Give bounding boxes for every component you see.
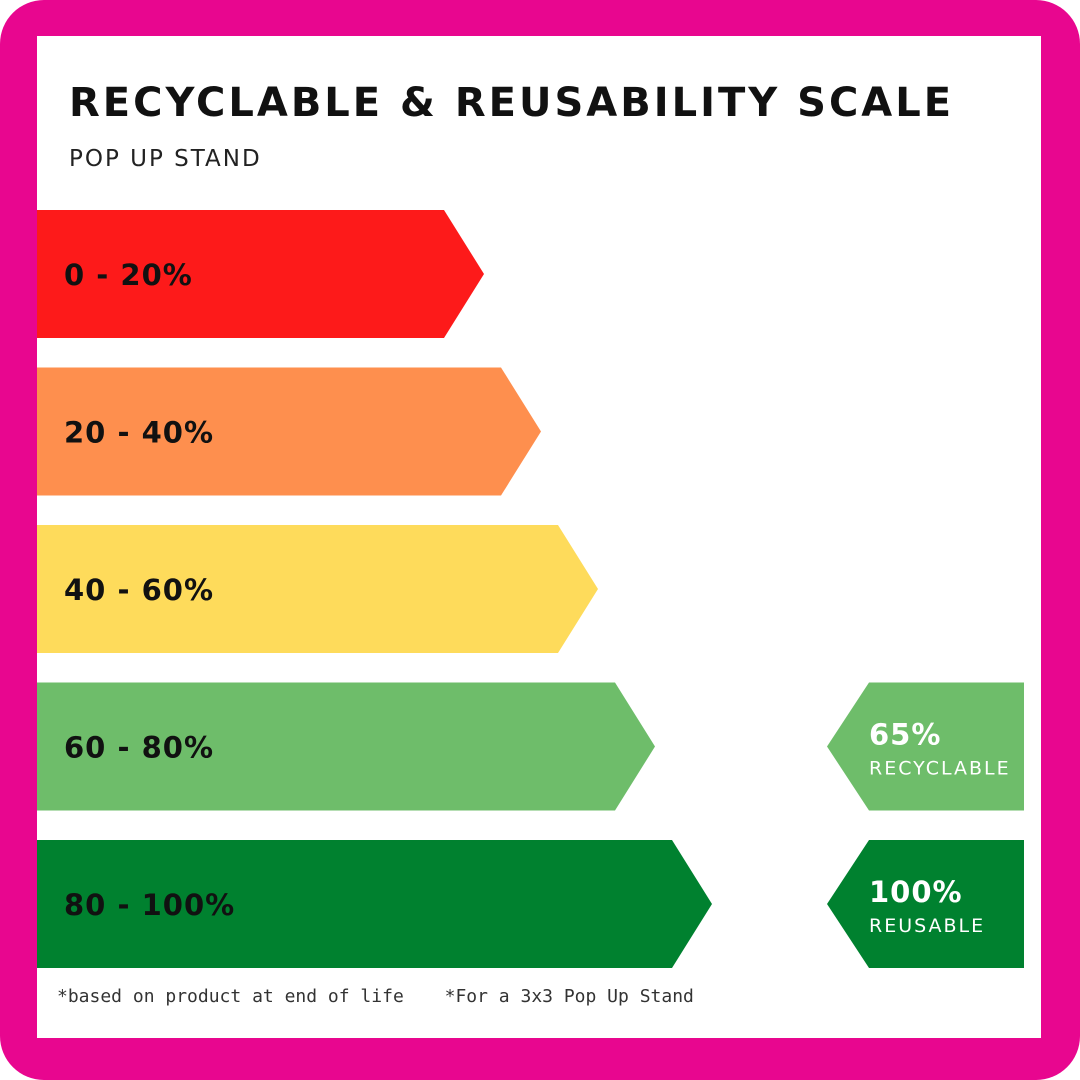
- badge-value-1: 65%: [869, 718, 941, 752]
- badge-caption-2: REUSABLE: [869, 915, 985, 937]
- scale-band-4: [37, 682, 655, 811]
- scale-card: RECYCLABLE & REUSABILITY SCALE POP UP ST…: [37, 36, 1041, 1038]
- footnote-end-of-life: *based on product at end of life: [57, 986, 404, 1007]
- badge-value-2: 100%: [869, 875, 963, 909]
- band-label-3: 40 - 60%: [64, 573, 214, 607]
- chart-subtitle: POP UP STAND: [69, 146, 262, 172]
- rating-scale: 0 - 20% 20 - 40% 40 - 60% 60 - 80% 80 - 100%…: [37, 210, 1024, 968]
- scale-band-2: [37, 367, 541, 496]
- footnote-stand-size: *For a 3x3 Pop Up Stand: [444, 986, 694, 1007]
- footnotes: *based on product at end of life *For a …: [57, 986, 694, 1007]
- scale-band-5: [37, 840, 712, 968]
- rating-badge-2: [827, 840, 1024, 968]
- chart-title: RECYCLABLE & REUSABILITY SCALE: [69, 80, 955, 126]
- scale-band-1: [37, 210, 484, 338]
- scale-band-3: [37, 525, 598, 653]
- band-label-4: 60 - 80%: [64, 731, 214, 765]
- rating-badge-1: [827, 682, 1024, 811]
- band-label-5: 80 - 100%: [64, 888, 235, 922]
- band-label-1: 0 - 20%: [64, 258, 193, 292]
- band-label-2: 20 - 40%: [64, 416, 214, 450]
- badge-caption-1: RECYCLABLE: [869, 758, 1011, 780]
